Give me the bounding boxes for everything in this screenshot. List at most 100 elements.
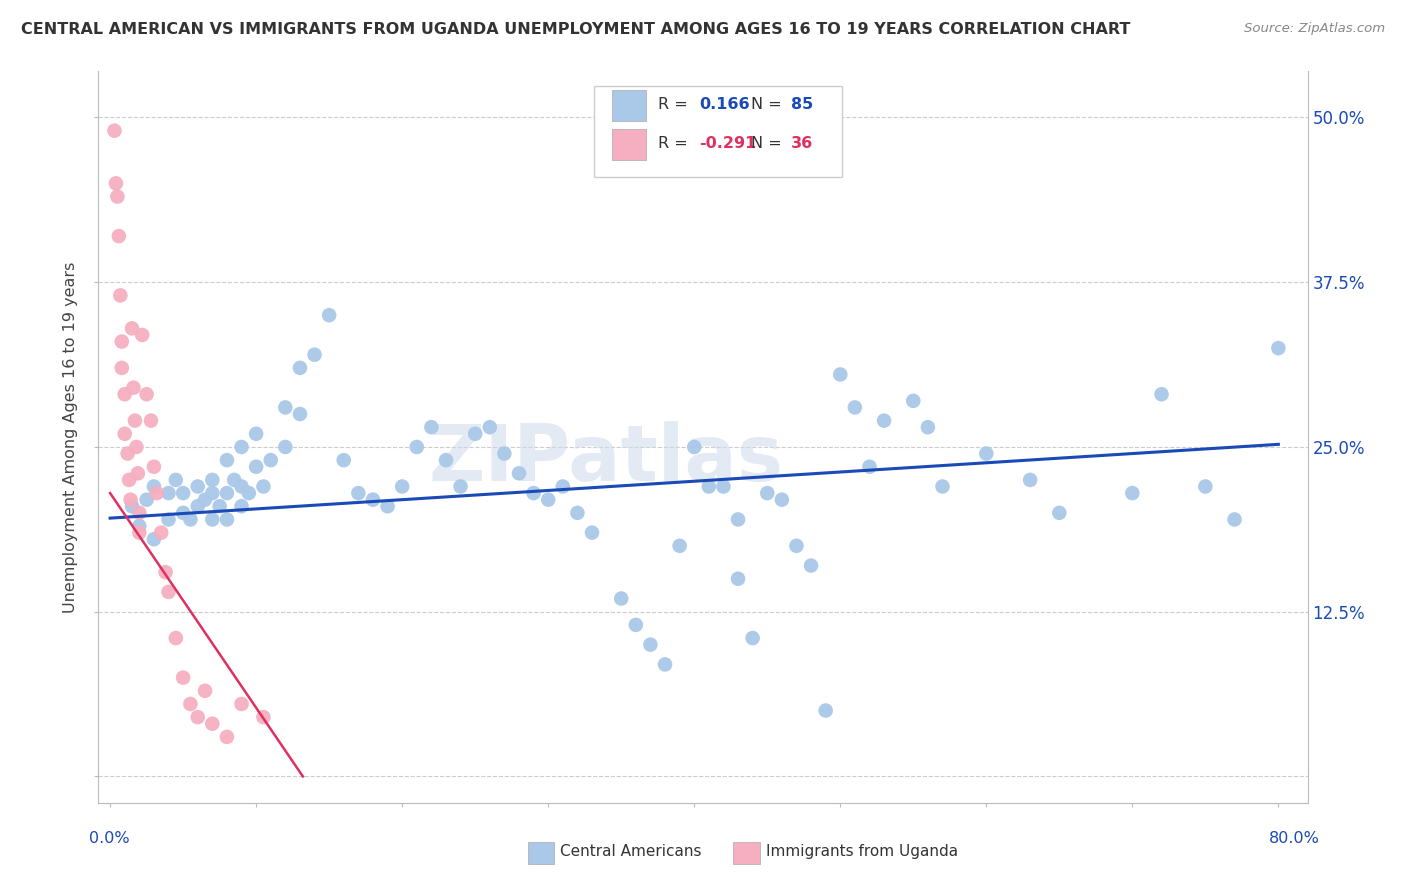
Point [288,360,311,375]
Y-axis label: Unemployment Among Ages 16 to 19 years: Unemployment Among Ages 16 to 19 years [63,261,79,613]
Point [157,512,180,526]
Point [194,492,217,507]
Point [179,512,201,526]
Point [304,348,326,362]
Point [917,420,939,434]
Point [1150,387,1173,401]
Point [610,591,633,606]
Point [347,486,370,500]
Point [139,414,162,428]
Point [377,500,399,514]
Point [122,381,145,395]
Point [215,453,238,467]
Point [245,426,267,441]
Point [165,631,187,645]
Point [405,440,427,454]
Point [146,486,169,500]
Point [128,525,150,540]
Point [103,123,125,137]
Point [201,486,224,500]
Point [318,308,340,322]
Point [245,459,267,474]
Text: N =: N = [751,96,787,112]
Point [111,334,134,349]
Text: -0.291: -0.291 [699,136,756,151]
Point [224,473,246,487]
Point [187,479,209,493]
Point [215,730,238,744]
Point [215,512,238,526]
Text: CENTRAL AMERICAN VS IMMIGRANTS FROM UGANDA UNEMPLOYMENT AMONG AGES 16 TO 19 YEAR: CENTRAL AMERICAN VS IMMIGRANTS FROM UGAN… [21,22,1130,37]
Text: N =: N = [751,136,787,151]
Point [494,446,516,460]
Point [165,473,187,487]
Point [537,492,560,507]
Point [858,459,880,474]
Point [127,467,149,481]
Point [464,426,486,441]
Point [201,473,224,487]
Text: Immigrants from Uganda: Immigrants from Uganda [766,845,957,859]
Point [785,539,807,553]
Text: 0.0%: 0.0% [89,830,129,846]
Point [1047,506,1070,520]
Point [844,401,866,415]
Point [121,500,143,514]
Text: R =: R = [658,96,693,112]
Text: 36: 36 [792,136,814,151]
Point [107,189,129,203]
Point [114,387,136,401]
Point [110,288,132,302]
Point [288,407,311,421]
Point [128,519,150,533]
Point [208,500,231,514]
Point [108,229,131,244]
Text: 80.0%: 80.0% [1268,830,1320,846]
FancyBboxPatch shape [527,841,554,863]
Point [756,486,779,500]
Point [640,638,662,652]
Point [450,479,472,493]
Point [120,492,142,507]
Point [391,479,413,493]
FancyBboxPatch shape [595,86,842,178]
Point [830,368,852,382]
Point [135,492,157,507]
Point [274,401,297,415]
Point [1194,479,1216,493]
Point [624,618,647,632]
Point [974,446,997,460]
Point [523,486,546,500]
Text: R =: R = [658,136,693,151]
Point [131,327,153,342]
Text: 85: 85 [792,96,814,112]
Point [179,697,201,711]
Point [713,479,735,493]
Point [172,486,194,500]
Point [551,479,574,493]
Point [118,473,141,487]
Point [104,177,127,191]
FancyBboxPatch shape [734,841,759,863]
Point [814,704,837,718]
Point [332,453,354,467]
FancyBboxPatch shape [613,90,647,121]
Point [231,697,253,711]
Point [157,486,180,500]
Point [873,414,896,428]
Point [231,479,253,493]
Point [114,426,136,441]
Point [668,539,690,553]
Point [201,512,224,526]
Point [128,506,150,520]
Point [215,486,238,500]
Point [478,420,501,434]
Point [142,479,165,493]
Point [260,453,283,467]
Point [155,565,177,579]
Point [434,453,457,467]
Point [420,420,443,434]
Point [252,479,274,493]
Point [1267,341,1289,355]
Point [231,440,253,454]
